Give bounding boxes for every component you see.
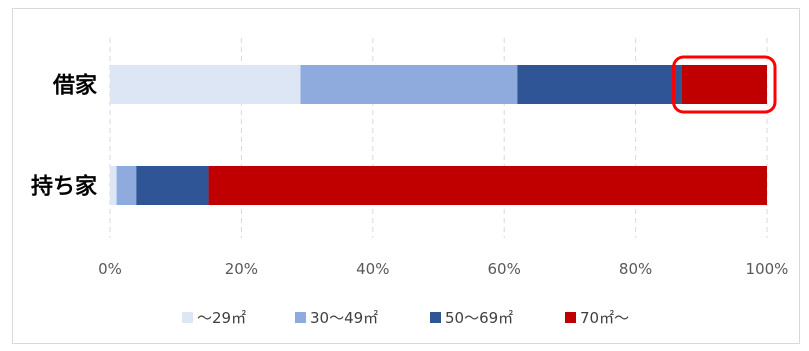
- bar-layer: [110, 65, 768, 205]
- legend-label-0: 〜29㎡: [197, 309, 246, 327]
- bar-segment-0-3: [681, 65, 767, 104]
- bar-segment-1-3: [208, 166, 768, 205]
- legend-swatch-3: [565, 312, 576, 323]
- legend-swatch-0: [182, 312, 193, 323]
- legend-swatch-2: [430, 312, 441, 323]
- legend-label-3: 70㎡〜: [580, 309, 629, 327]
- bar-segment-0-0: [110, 65, 301, 104]
- x-tick-label-3: 60%: [488, 260, 521, 278]
- x-tick-label-4: 80%: [619, 260, 652, 278]
- legend-label-2: 50〜69㎡: [445, 309, 513, 327]
- tick-label-layer: 0% 20% 40% 60% 80% 100%: [98, 260, 788, 278]
- category-label-0: 借家: [52, 73, 98, 99]
- legend: 〜29㎡ 30〜49㎡ 50〜69㎡ 70㎡〜: [182, 309, 629, 327]
- category-label-1: 持ち家: [31, 174, 98, 200]
- highlight-layer: [672, 55, 777, 114]
- legend-swatch-1: [295, 312, 306, 323]
- legend-label-1: 30〜49㎡: [310, 309, 378, 327]
- x-tick-label-2: 40%: [356, 260, 389, 278]
- bar-segment-1-0: [110, 166, 117, 205]
- x-tick-label-1: 20%: [225, 260, 258, 278]
- bar-segment-0-1: [300, 65, 518, 104]
- x-tick-label-5: 100%: [746, 260, 789, 278]
- bar-segment-0-2: [517, 65, 682, 104]
- highlight-box: [672, 55, 777, 114]
- x-tick-label-0: 0%: [98, 260, 122, 278]
- bar-segment-1-2: [136, 166, 209, 205]
- bar-segment-1-1: [116, 166, 137, 205]
